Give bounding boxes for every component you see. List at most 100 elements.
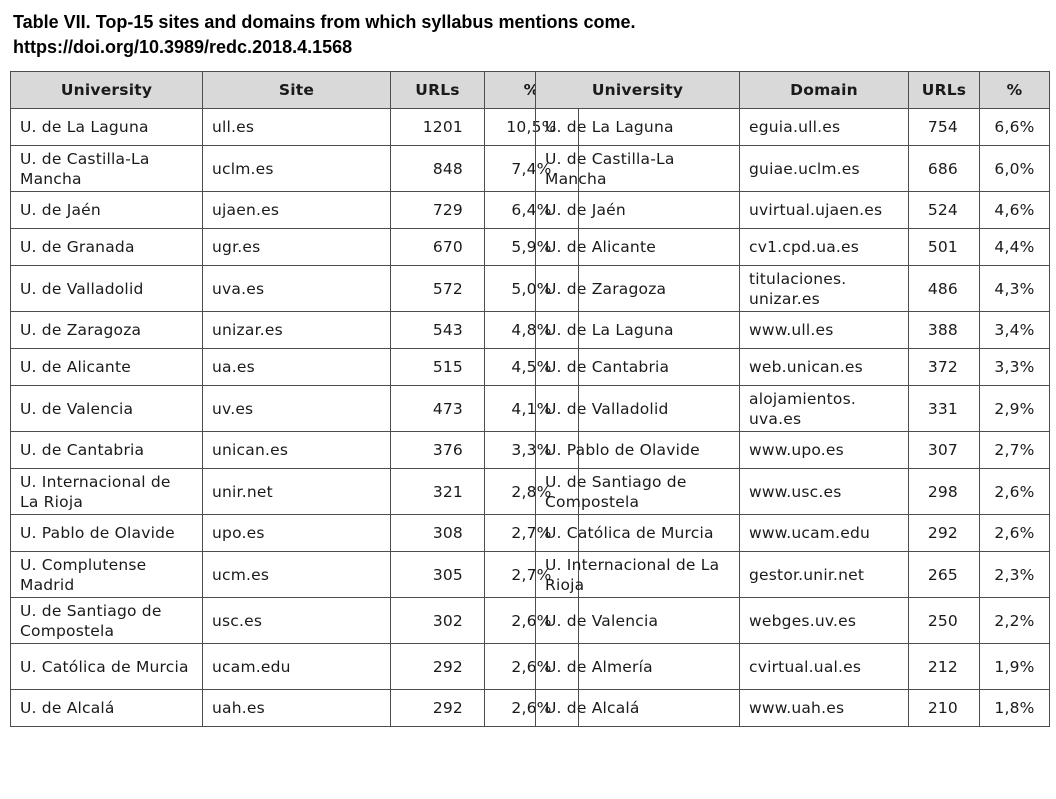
cell-site: unican.es <box>202 431 391 469</box>
cell-urls: 305 <box>390 551 485 598</box>
cell-university: U. de Castilla-La Mancha <box>535 145 740 192</box>
table-row: U. Católica de Murcia www.ucam.edu 292 2,6% <box>535 514 1050 552</box>
cell-site: uclm.es <box>202 145 391 192</box>
cell-site: ujaen.es <box>202 191 391 229</box>
table-row: U. de Valencia webges.uv.es 250 2,2% <box>535 597 1050 644</box>
table-caption: Table VII. Top-15 sites and domains from… <box>13 10 635 60</box>
cell-university: U. de La Laguna <box>10 108 203 146</box>
col-header-university: University <box>10 71 203 109</box>
cell-urls: 729 <box>390 191 485 229</box>
cell-university: U. de Alicante <box>535 228 740 266</box>
table-row: U. de Valencia uv.es 473 4,1% <box>10 385 579 432</box>
cell-domain: webges.uv.es <box>739 597 909 644</box>
cell-domain: web.unican.es <box>739 348 909 386</box>
cell-domain: www.ull.es <box>739 311 909 349</box>
cell-pct: 1,9% <box>979 643 1050 690</box>
cell-urls: 331 <box>908 385 980 432</box>
cell-university: U. de Jaén <box>535 191 740 229</box>
table-row: U. de Zaragoza titulaciones. unizar.es 486… <box>535 265 1050 312</box>
table-row: U. Católica de Murcia ucam.edu 292 2,6% <box>10 643 579 690</box>
sites-table: University Site URLs % U. de La Laguna ul… <box>10 71 579 727</box>
table-row: U. de La Laguna ull.es 1201 10,5% <box>10 108 579 146</box>
cell-urls: 372 <box>908 348 980 386</box>
table-row: U. de Alicante cv1.cpd.ua.es 501 4,4% <box>535 228 1050 266</box>
table-row: U. de Santiago de Compostela www.usc.es 29… <box>535 468 1050 515</box>
table-row: U. de Cantabria unican.es 376 3,3% <box>10 431 579 469</box>
cell-urls: 376 <box>390 431 485 469</box>
table-row: U. Complutense Madrid ucm.es 305 2,7% <box>10 551 579 598</box>
cell-urls: 292 <box>390 689 485 727</box>
cell-urls: 572 <box>390 265 485 312</box>
table-row: U. de Alcalá uah.es 292 2,6% <box>10 689 579 727</box>
cell-university: U. de Jaén <box>10 191 203 229</box>
cell-domain: www.ucam.edu <box>739 514 909 552</box>
cell-domain: www.uah.es <box>739 689 909 727</box>
table-row: U. de Zaragoza unizar.es 543 4,8% <box>10 311 579 349</box>
cell-university: U. de Cantabria <box>535 348 740 386</box>
cell-university: U. de Cantabria <box>10 431 203 469</box>
cell-urls: 543 <box>390 311 485 349</box>
cell-site: unizar.es <box>202 311 391 349</box>
cell-site: upo.es <box>202 514 391 552</box>
cell-site: ugr.es <box>202 228 391 266</box>
cell-urls: 321 <box>390 468 485 515</box>
cell-urls: 308 <box>390 514 485 552</box>
cell-site: uva.es <box>202 265 391 312</box>
cell-university: U. Pablo de Olavide <box>535 431 740 469</box>
cell-domain: eguia.ull.es <box>739 108 909 146</box>
cell-university: U. de Valencia <box>10 385 203 432</box>
cell-urls: 307 <box>908 431 980 469</box>
cell-pct: 4,3% <box>979 265 1050 312</box>
cell-university: U. de Granada <box>10 228 203 266</box>
table-row: U. de Almería cvirtual.ual.es 212 1,9% <box>535 643 1050 690</box>
table-row: U. de Castilla-La Mancha uclm.es 848 7,4% <box>10 145 579 192</box>
cell-pct: 2,2% <box>979 597 1050 644</box>
cell-university: U. Complutense Madrid <box>10 551 203 598</box>
table-row: U. de Santiago de Compostela usc.es 302 2,6… <box>10 597 579 644</box>
cell-pct: 2,7% <box>979 431 1050 469</box>
cell-university: U. de Valladolid <box>535 385 740 432</box>
cell-urls: 292 <box>390 643 485 690</box>
cell-urls: 670 <box>390 228 485 266</box>
cell-domain: cv1.cpd.ua.es <box>739 228 909 266</box>
table-row: U. de Castilla-La Mancha guiae.uclm.es 686… <box>535 145 1050 192</box>
cell-university: U. de Zaragoza <box>10 311 203 349</box>
cell-pct: 1,8% <box>979 689 1050 727</box>
caption-title: Table VII. Top-15 sites and domains from… <box>13 12 636 32</box>
cell-university: U. Católica de Murcia <box>535 514 740 552</box>
cell-urls: 210 <box>908 689 980 727</box>
cell-university: U. Pablo de Olavide <box>10 514 203 552</box>
domains-table: University Domain URLs % U. de La Laguna… <box>535 71 1050 727</box>
cell-pct: 2,9% <box>979 385 1050 432</box>
cell-domain: www.usc.es <box>739 468 909 515</box>
cell-domain: cvirtual.ual.es <box>739 643 909 690</box>
col-header-university: University <box>535 71 740 109</box>
cell-pct: 3,3% <box>979 348 1050 386</box>
cell-urls: 754 <box>908 108 980 146</box>
table-row: U. de Cantabria web.unican.es 372 3,3% <box>535 348 1050 386</box>
cell-urls: 524 <box>908 191 980 229</box>
table-row: U. de Jaén uvirtual.ujaen.es 524 4,6% <box>535 191 1050 229</box>
cell-domain: uvirtual.ujaen.es <box>739 191 909 229</box>
cell-university: U. Internacional de La Rioja <box>535 551 740 598</box>
cell-urls: 292 <box>908 514 980 552</box>
cell-site: usc.es <box>202 597 391 644</box>
cell-urls: 1201 <box>390 108 485 146</box>
cell-university: U. de Zaragoza <box>535 265 740 312</box>
cell-urls: 501 <box>908 228 980 266</box>
cell-university: U. de Valladolid <box>10 265 203 312</box>
cell-university: U. de Santiago de Compostela <box>10 597 203 644</box>
cell-pct: 2,6% <box>979 514 1050 552</box>
cell-pct: 2,3% <box>979 551 1050 598</box>
cell-urls: 388 <box>908 311 980 349</box>
table-row: U. de Alicante ua.es 515 4,5% <box>10 348 579 386</box>
col-header-percent: % <box>979 71 1050 109</box>
cell-site: uah.es <box>202 689 391 727</box>
cell-domain: www.upo.es <box>739 431 909 469</box>
table-row: U. de Valladolid uva.es 572 5,0% <box>10 265 579 312</box>
table-row: U. de Granada ugr.es 670 5,9% <box>10 228 579 266</box>
cell-pct: 4,4% <box>979 228 1050 266</box>
table-row: U. Pablo de Olavide upo.es 308 2,7% <box>10 514 579 552</box>
table-row: U. de Jaén ujaen.es 729 6,4% <box>10 191 579 229</box>
table-row: U. Internacional de La Rioja unir.net 321 2… <box>10 468 579 515</box>
